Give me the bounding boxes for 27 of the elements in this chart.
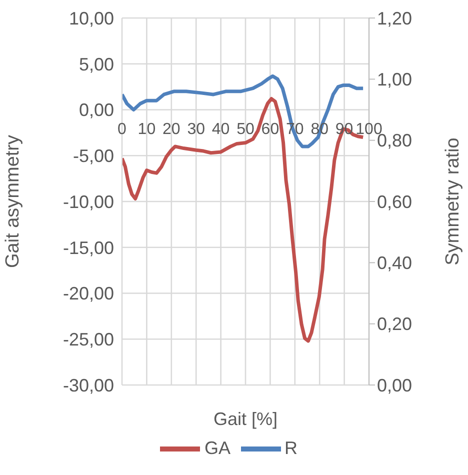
y2-tick-label: 0,00	[377, 375, 412, 396]
x-tick-label: 60	[261, 120, 280, 138]
x-tick-label: 40	[212, 120, 230, 138]
y2-tick-label: 0,40	[377, 253, 412, 274]
x-tick-label: 0	[118, 120, 127, 138]
x-tick-label: 30	[187, 120, 206, 138]
y-tick-label: -20,00	[62, 284, 114, 304]
legend-label: GA	[204, 438, 230, 458]
x-tick-label: 50	[236, 120, 254, 138]
x-tick-label: 20	[162, 120, 180, 138]
y-tick-label: -10,00	[62, 192, 114, 212]
y-tick-label: -30,00	[62, 375, 114, 396]
y-tick-label: -5,00	[72, 146, 114, 166]
x-axis-title: Gait [%]	[213, 409, 278, 429]
legend-label: R	[284, 438, 298, 458]
y-tick-label: 5,00	[78, 54, 114, 74]
y-tick-label: -15,00	[62, 238, 114, 258]
y2-tick-label: 0,60	[377, 192, 412, 212]
x-tick-label: 10	[138, 120, 156, 138]
y-axis-title: Gait asymmetry	[2, 134, 24, 268]
y2-axis-title: Symmetry ratio	[442, 138, 464, 266]
y-tick-label: 0,00	[78, 100, 114, 120]
y2-tick-label: 1,20	[377, 8, 412, 28]
y-tick-label: 10,00	[68, 8, 114, 28]
y2-tick-label: 0,20	[377, 314, 412, 334]
y2-tick-label: 1,00	[377, 70, 412, 90]
y-tick-label: -25,00	[62, 330, 114, 350]
